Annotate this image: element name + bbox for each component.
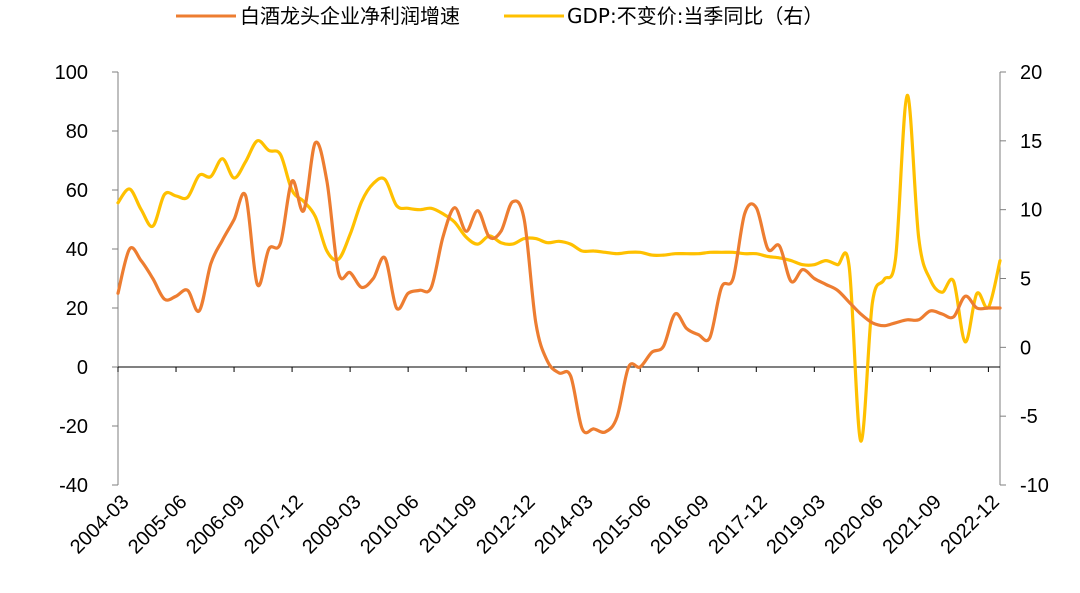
x-tick-label: 2006-09: [182, 491, 249, 558]
left-y-ticks: 100 80 60 40 20 0 -20 -40: [55, 62, 118, 497]
x-tick-label: 2010-06: [356, 491, 423, 558]
right-y-tick-label: 5: [1020, 269, 1031, 291]
x-tick-label: 2015-06: [588, 491, 655, 558]
x-tick-label: 2016-09: [646, 491, 713, 558]
x-tick-label: 2012-12: [472, 491, 539, 558]
legend: 白酒龙头企业净利润增速 GDP:不变价:当季同比（右）: [176, 4, 823, 28]
right-y-tick-label: -10: [1020, 475, 1049, 497]
left-y-tick-label: 20: [66, 298, 88, 320]
left-y-tick-label: 60: [66, 180, 88, 202]
x-tick-label: 2011-09: [415, 491, 481, 557]
x-tick-label: 2004-03: [66, 491, 133, 558]
series-line-profit-growth: [116, 140, 1002, 435]
x-tick-label: 2009-03: [298, 491, 365, 558]
x-tick-label: 2007-12: [240, 491, 307, 558]
left-y-tick-label: -20: [59, 416, 88, 438]
right-y-ticks: 20 15 10 5 0 -5 -10: [1000, 62, 1049, 497]
legend-label-profit: 白酒龙头企业净利润增速: [240, 4, 460, 28]
x-tick-label: 2017-12: [704, 491, 771, 558]
right-y-tick-label: 15: [1020, 131, 1042, 153]
left-y-tick-label: 80: [66, 121, 88, 143]
x-tick-label: 2005-06: [124, 491, 191, 558]
axes: [117, 72, 1001, 485]
series-line-gdp-yoy: [116, 93, 1002, 443]
x-tick-label: 2021-09: [878, 491, 945, 558]
x-tick-label: 2014-03: [530, 491, 597, 558]
series-layer: [116, 93, 1002, 443]
left-y-tick-label: 40: [66, 239, 88, 261]
legend-label-gdp: GDP:不变价:当季同比（右）: [567, 4, 823, 28]
left-y-tick-label: -40: [59, 475, 88, 497]
right-y-tick-label: 20: [1020, 62, 1042, 84]
x-tick-label: 2022-12: [936, 491, 1003, 558]
x-ticks: 2004-032005-062006-092007-122009-032010-…: [66, 367, 1004, 558]
right-y-tick-label: -5: [1020, 406, 1038, 428]
x-tick-label: 2019-03: [762, 491, 829, 558]
right-y-tick-label: 10: [1020, 200, 1042, 222]
left-y-tick-label: 100: [55, 62, 88, 84]
x-tick-label: 2020-06: [820, 491, 887, 558]
left-y-tick-label: 0: [77, 357, 88, 379]
right-y-tick-label: 0: [1020, 337, 1031, 359]
